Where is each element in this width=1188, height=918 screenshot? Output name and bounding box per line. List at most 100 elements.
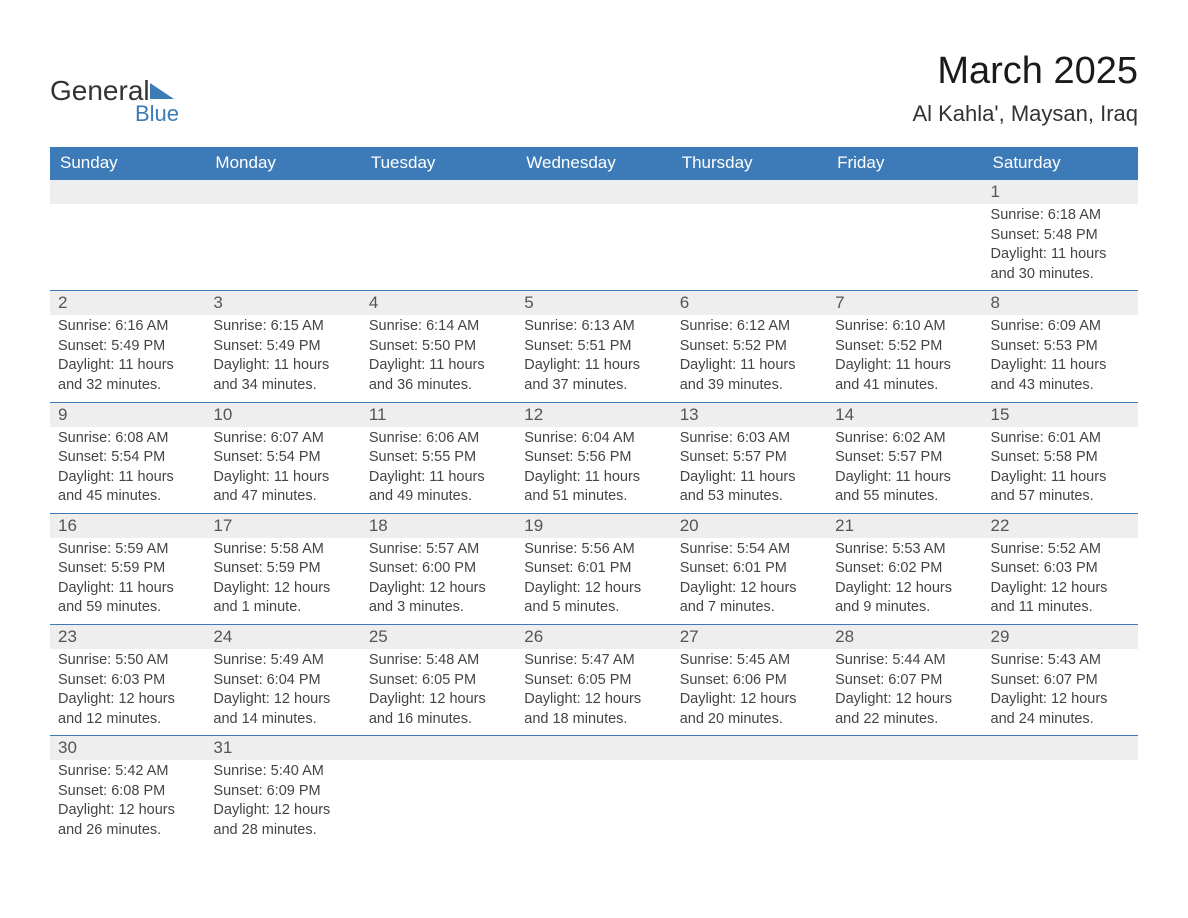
day-detail-cell: Sunrise: 6:16 AMSunset: 5:49 PMDaylight:… bbox=[50, 315, 205, 402]
day-header: Monday bbox=[205, 147, 360, 180]
day-detail-cell: Sunrise: 5:45 AMSunset: 6:06 PMDaylight:… bbox=[672, 649, 827, 736]
day-detail-cell bbox=[672, 204, 827, 291]
day-detail-cell: Sunrise: 5:53 AMSunset: 6:02 PMDaylight:… bbox=[827, 538, 982, 625]
day-number-cell: 31 bbox=[205, 736, 360, 761]
logo-triangle-icon bbox=[150, 83, 174, 99]
day-detail-cell: Sunrise: 5:58 AMSunset: 5:59 PMDaylight:… bbox=[205, 538, 360, 625]
day-number-cell: 27 bbox=[672, 625, 827, 650]
day-number-cell: 6 bbox=[672, 291, 827, 316]
day-detail-cell: Sunrise: 5:43 AMSunset: 6:07 PMDaylight:… bbox=[983, 649, 1138, 736]
day-detail-cell: Sunrise: 6:08 AMSunset: 5:54 PMDaylight:… bbox=[50, 427, 205, 514]
day-detail-cell bbox=[50, 204, 205, 291]
day-header: Tuesday bbox=[361, 147, 516, 180]
day-detail-cell bbox=[361, 760, 516, 846]
day-detail-cell bbox=[516, 204, 671, 291]
detail-row: Sunrise: 6:16 AMSunset: 5:49 PMDaylight:… bbox=[50, 315, 1138, 402]
day-number-cell: 7 bbox=[827, 291, 982, 316]
day-detail-cell bbox=[983, 760, 1138, 846]
day-detail-cell: Sunrise: 5:49 AMSunset: 6:04 PMDaylight:… bbox=[205, 649, 360, 736]
day-number-cell: 26 bbox=[516, 625, 671, 650]
detail-row: Sunrise: 6:18 AMSunset: 5:48 PMDaylight:… bbox=[50, 204, 1138, 291]
day-header: Wednesday bbox=[516, 147, 671, 180]
day-number-cell bbox=[361, 736, 516, 761]
day-header: Saturday bbox=[983, 147, 1138, 180]
day-detail-cell: Sunrise: 5:54 AMSunset: 6:01 PMDaylight:… bbox=[672, 538, 827, 625]
day-number-cell: 12 bbox=[516, 402, 671, 427]
day-number-cell: 5 bbox=[516, 291, 671, 316]
day-number-cell: 29 bbox=[983, 625, 1138, 650]
day-number-cell: 3 bbox=[205, 291, 360, 316]
day-detail-cell: Sunrise: 5:44 AMSunset: 6:07 PMDaylight:… bbox=[827, 649, 982, 736]
month-title: March 2025 bbox=[912, 50, 1138, 93]
day-number-cell bbox=[205, 180, 360, 205]
day-header: Thursday bbox=[672, 147, 827, 180]
day-number-cell: 23 bbox=[50, 625, 205, 650]
day-header: Friday bbox=[827, 147, 982, 180]
day-number-cell bbox=[516, 736, 671, 761]
daynum-row: 23242526272829 bbox=[50, 625, 1138, 650]
day-detail-cell: Sunrise: 5:48 AMSunset: 6:05 PMDaylight:… bbox=[361, 649, 516, 736]
detail-row: Sunrise: 5:50 AMSunset: 6:03 PMDaylight:… bbox=[50, 649, 1138, 736]
daynum-row: 2345678 bbox=[50, 291, 1138, 316]
header-row: General Blue March 2025 Al Kahla', Maysa… bbox=[50, 50, 1138, 127]
day-number-cell: 19 bbox=[516, 513, 671, 538]
logo: General Blue bbox=[50, 75, 179, 127]
day-detail-cell: Sunrise: 6:14 AMSunset: 5:50 PMDaylight:… bbox=[361, 315, 516, 402]
day-number-cell: 14 bbox=[827, 402, 982, 427]
detail-row: Sunrise: 5:42 AMSunset: 6:08 PMDaylight:… bbox=[50, 760, 1138, 846]
day-detail-cell bbox=[516, 760, 671, 846]
day-number-cell bbox=[983, 736, 1138, 761]
title-block: March 2025 Al Kahla', Maysan, Iraq bbox=[912, 50, 1138, 127]
day-number-cell: 22 bbox=[983, 513, 1138, 538]
day-detail-cell: Sunrise: 6:06 AMSunset: 5:55 PMDaylight:… bbox=[361, 427, 516, 514]
day-detail-cell: Sunrise: 5:56 AMSunset: 6:01 PMDaylight:… bbox=[516, 538, 671, 625]
day-detail-cell bbox=[205, 204, 360, 291]
day-number-cell bbox=[827, 736, 982, 761]
day-number-cell: 4 bbox=[361, 291, 516, 316]
day-number-cell bbox=[50, 180, 205, 205]
day-detail-cell: Sunrise: 5:47 AMSunset: 6:05 PMDaylight:… bbox=[516, 649, 671, 736]
day-detail-cell: Sunrise: 5:42 AMSunset: 6:08 PMDaylight:… bbox=[50, 760, 205, 846]
day-number-cell: 2 bbox=[50, 291, 205, 316]
day-number-cell bbox=[827, 180, 982, 205]
day-detail-cell: Sunrise: 6:10 AMSunset: 5:52 PMDaylight:… bbox=[827, 315, 982, 402]
day-number-cell: 13 bbox=[672, 402, 827, 427]
day-header-row: Sunday Monday Tuesday Wednesday Thursday… bbox=[50, 147, 1138, 180]
day-detail-cell: Sunrise: 5:50 AMSunset: 6:03 PMDaylight:… bbox=[50, 649, 205, 736]
day-detail-cell: Sunrise: 6:15 AMSunset: 5:49 PMDaylight:… bbox=[205, 315, 360, 402]
day-number-cell bbox=[361, 180, 516, 205]
location: Al Kahla', Maysan, Iraq bbox=[912, 101, 1138, 127]
day-detail-cell: Sunrise: 5:59 AMSunset: 5:59 PMDaylight:… bbox=[50, 538, 205, 625]
day-number-cell bbox=[516, 180, 671, 205]
day-number-cell: 20 bbox=[672, 513, 827, 538]
daynum-row: 16171819202122 bbox=[50, 513, 1138, 538]
day-number-cell: 25 bbox=[361, 625, 516, 650]
day-detail-cell: Sunrise: 6:09 AMSunset: 5:53 PMDaylight:… bbox=[983, 315, 1138, 402]
day-detail-cell bbox=[827, 760, 982, 846]
calendar-table: Sunday Monday Tuesday Wednesday Thursday… bbox=[50, 147, 1138, 847]
day-number-cell: 21 bbox=[827, 513, 982, 538]
detail-row: Sunrise: 5:59 AMSunset: 5:59 PMDaylight:… bbox=[50, 538, 1138, 625]
day-number-cell bbox=[672, 180, 827, 205]
day-detail-cell: Sunrise: 6:04 AMSunset: 5:56 PMDaylight:… bbox=[516, 427, 671, 514]
day-number-cell bbox=[672, 736, 827, 761]
detail-row: Sunrise: 6:08 AMSunset: 5:54 PMDaylight:… bbox=[50, 427, 1138, 514]
daynum-row: 1 bbox=[50, 180, 1138, 205]
day-number-cell: 11 bbox=[361, 402, 516, 427]
daynum-row: 3031 bbox=[50, 736, 1138, 761]
day-detail-cell: Sunrise: 6:18 AMSunset: 5:48 PMDaylight:… bbox=[983, 204, 1138, 291]
day-detail-cell: Sunrise: 5:40 AMSunset: 6:09 PMDaylight:… bbox=[205, 760, 360, 846]
day-detail-cell: Sunrise: 5:52 AMSunset: 6:03 PMDaylight:… bbox=[983, 538, 1138, 625]
day-detail-cell: Sunrise: 6:12 AMSunset: 5:52 PMDaylight:… bbox=[672, 315, 827, 402]
day-detail-cell: Sunrise: 5:57 AMSunset: 6:00 PMDaylight:… bbox=[361, 538, 516, 625]
day-number-cell: 1 bbox=[983, 180, 1138, 205]
day-number-cell: 30 bbox=[50, 736, 205, 761]
day-detail-cell: Sunrise: 6:02 AMSunset: 5:57 PMDaylight:… bbox=[827, 427, 982, 514]
day-number-cell: 8 bbox=[983, 291, 1138, 316]
day-number-cell: 24 bbox=[205, 625, 360, 650]
day-detail-cell bbox=[827, 204, 982, 291]
day-header: Sunday bbox=[50, 147, 205, 180]
day-detail-cell: Sunrise: 6:03 AMSunset: 5:57 PMDaylight:… bbox=[672, 427, 827, 514]
day-number-cell: 10 bbox=[205, 402, 360, 427]
day-detail-cell bbox=[361, 204, 516, 291]
